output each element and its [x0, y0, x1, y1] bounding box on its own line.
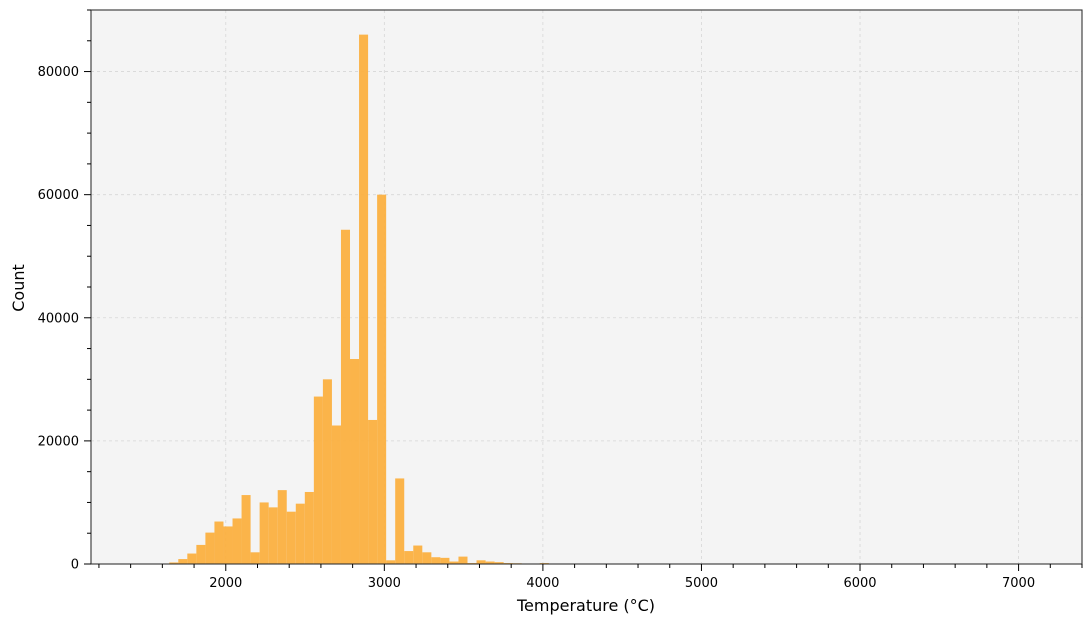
histogram-bar — [359, 34, 369, 565]
x-axis-label: Temperature (°C) — [516, 596, 655, 615]
histogram-bar — [440, 557, 450, 564]
histogram-bar — [485, 561, 495, 564]
histogram-bar — [232, 518, 242, 564]
histogram-bar — [377, 194, 387, 564]
histogram-bar — [494, 562, 504, 564]
histogram-bar — [386, 560, 396, 564]
histogram-bar — [395, 478, 405, 564]
x-tick-label: 7000 — [1002, 576, 1035, 591]
histogram-bar — [169, 562, 179, 564]
x-tick-label: 3000 — [368, 576, 401, 591]
histogram-bar — [458, 556, 468, 564]
histogram-bar — [241, 495, 251, 564]
histogram-bar — [350, 359, 360, 564]
histogram-bar — [404, 551, 414, 564]
y-tick-label: 20000 — [38, 434, 79, 449]
histogram-bar — [368, 419, 378, 564]
histogram-bar — [422, 552, 432, 564]
histogram-bar — [331, 425, 341, 564]
y-axis-label: Count — [9, 264, 28, 312]
y-tick-label: 80000 — [38, 65, 79, 80]
histogram-bar — [268, 507, 278, 564]
histogram-bar — [449, 561, 459, 564]
y-tick-label: 60000 — [38, 188, 79, 203]
x-tick-label: 4000 — [526, 576, 559, 591]
histogram-bars — [169, 34, 549, 565]
x-tick-label: 5000 — [685, 576, 718, 591]
histogram-bar — [286, 511, 296, 564]
histogram-bar — [295, 503, 305, 564]
histogram-bar — [340, 229, 351, 564]
x-axis-ticks: 2000 3000 4000 5000 6000 7000 — [98, 564, 1083, 591]
x-tick-label: 6000 — [843, 576, 876, 591]
histogram-bar — [313, 396, 323, 564]
plot-area-background — [91, 10, 1082, 564]
histogram-bar — [223, 526, 233, 564]
histogram-bar — [277, 490, 287, 564]
histogram-bar — [196, 544, 206, 564]
histogram-bar — [304, 491, 314, 564]
histogram-bar — [250, 552, 260, 564]
histogram-bar — [178, 559, 188, 564]
histogram-bar — [205, 532, 215, 564]
histogram-bar — [431, 557, 441, 564]
histogram-bar — [187, 553, 197, 564]
y-tick-label: 0 — [71, 558, 79, 573]
histogram-bar — [322, 379, 332, 564]
histogram-bar — [413, 545, 423, 564]
histogram-bar — [476, 560, 486, 564]
histogram-bar — [214, 521, 224, 564]
histogram-bar — [259, 502, 269, 564]
y-axis-ticks: 0 20000 40000 60000 80000 — [38, 9, 91, 573]
x-tick-label: 2000 — [209, 576, 242, 591]
y-tick-label: 40000 — [38, 311, 79, 326]
